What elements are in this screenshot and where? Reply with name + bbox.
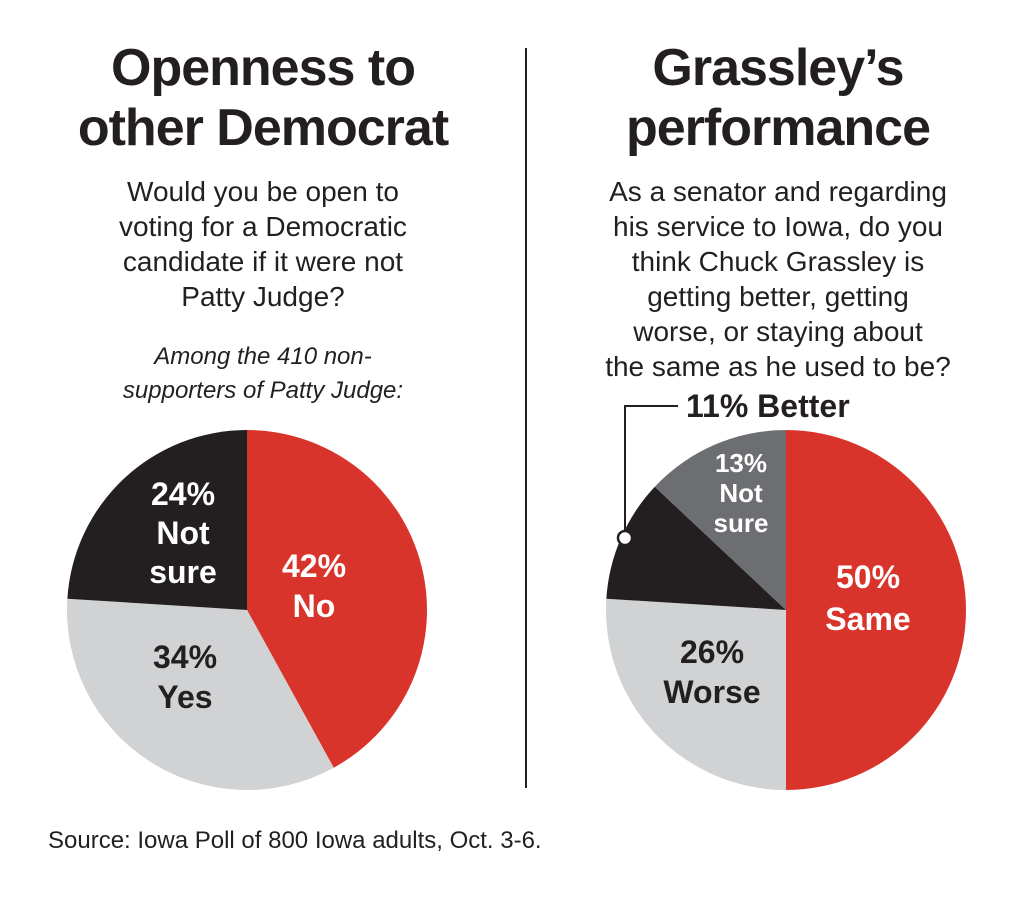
panel-divider — [525, 48, 527, 788]
left-chart-title: Openness to other Democrat — [13, 38, 513, 158]
left-question-line: voting for a Democratic — [119, 211, 407, 242]
left-title-line-1: Openness to — [111, 39, 416, 97]
right-slice-name-not-sure: Not — [719, 478, 763, 508]
right-title-line-2: performance — [626, 99, 931, 157]
left-slice-name-yes: Yes — [157, 679, 212, 715]
left-pie-slice-no — [247, 430, 428, 768]
left-chart-panel: Openness to other Democrat Would you be … — [13, 0, 513, 800]
right-slice-pct-same: 50% — [836, 559, 900, 595]
left-slice-label-no: 42% No — [282, 548, 346, 624]
left-slice-pct-no: 42% — [282, 548, 346, 584]
right-slice-pct-worse: 26% — [680, 634, 744, 670]
right-pie-slice-not-sure — [654, 430, 786, 610]
left-subnote-line: supporters of Patty Judge: — [122, 377, 404, 404]
left-subnote: Among the 410 non- supporters of Patty J… — [13, 340, 513, 408]
right-question: As a senator and regarding his service t… — [528, 174, 1026, 384]
right-question-line: the same as he used to be? — [605, 351, 951, 382]
left-pie-slice-yes — [67, 598, 334, 791]
left-question: Would you be open to voting for a Democr… — [13, 174, 513, 314]
left-question-line: Patty Judge? — [181, 281, 345, 312]
left-slice-name-no: No — [293, 588, 336, 624]
right-callout-dot — [616, 529, 634, 547]
right-question-line: his service to Iowa, do you — [613, 211, 943, 242]
right-question-line: think Chuck Grassley is — [631, 246, 925, 277]
right-pie-slice-worse — [606, 598, 786, 790]
left-question-line: Would you be open to — [127, 176, 399, 207]
left-slice-name-not-sure: Not — [156, 515, 210, 551]
left-title-line-2: other Democrat — [77, 99, 449, 157]
right-slice-label-same: 50% Same — [825, 559, 910, 637]
left-subnote-line: Among the 410 non- — [154, 343, 372, 370]
right-chart-title: Grassley’s performance — [528, 38, 1026, 158]
left-question-line: candidate if it were not — [122, 246, 404, 277]
right-pie-slice-same — [786, 430, 966, 790]
left-pie-slice-not-sure — [67, 430, 247, 610]
left-slice-pct-not-sure: 24% — [151, 476, 215, 512]
right-slice-name-same: Same — [825, 601, 910, 637]
right-question-line: As a senator and regarding — [609, 176, 947, 207]
right-pie-slice-better — [606, 486, 786, 610]
right-callout-leader-line — [624, 405, 678, 536]
right-slice-pct-not-sure: 13% — [715, 448, 767, 478]
source-note: Source: Iowa Poll of 800 Iowa adults, Oc… — [48, 827, 542, 854]
right-callout-label: 11% Better — [686, 388, 850, 424]
left-slice-name-not-sure: sure — [149, 554, 217, 590]
right-question-line: getting better, getting — [647, 281, 909, 312]
left-slice-pct-yes: 34% — [153, 639, 217, 675]
right-chart-panel: Grassley’s performance As a senator and … — [528, 0, 1026, 800]
left-slice-label-yes: 34% Yes — [153, 639, 217, 715]
right-slice-name-worse: Worse — [663, 674, 760, 710]
right-slice-name-not-sure: sure — [714, 508, 769, 538]
right-slice-label-worse: 26% Worse — [663, 634, 760, 710]
right-callout-better: 11% Better — [616, 388, 850, 547]
right-title-line-1: Grassley’s — [652, 39, 904, 97]
right-question-line: worse, or staying about — [633, 316, 923, 347]
